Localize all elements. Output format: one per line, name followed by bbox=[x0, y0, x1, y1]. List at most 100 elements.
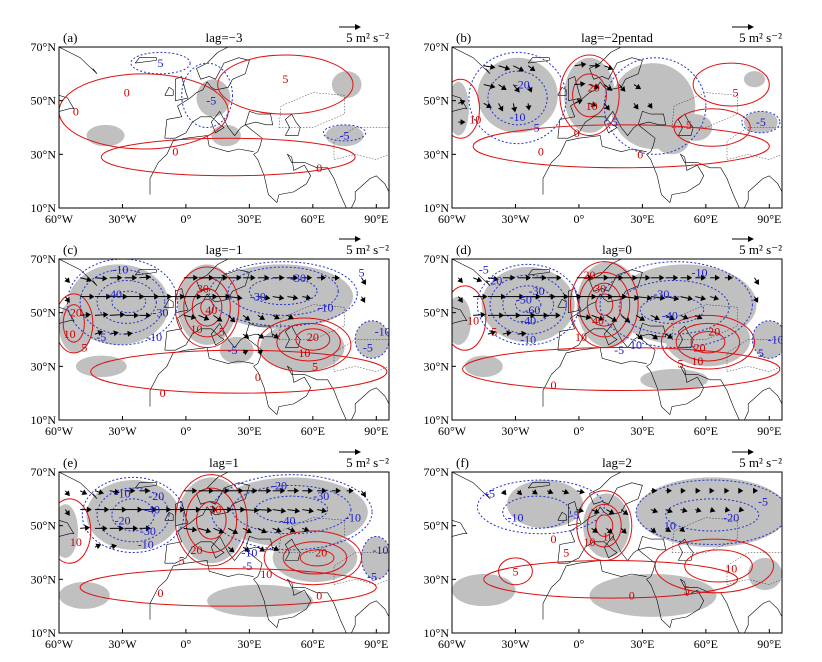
flux-vector bbox=[272, 527, 282, 533]
vector-shaft bbox=[648, 103, 650, 105]
x-tick-label: 60°E bbox=[694, 212, 718, 226]
vector-shaft bbox=[228, 296, 238, 299]
contour-label: 10 bbox=[298, 346, 310, 360]
vector-shaft bbox=[109, 546, 113, 548]
contour-label: -30 bbox=[653, 287, 669, 301]
negative-contour bbox=[322, 124, 367, 142]
flux-vector bbox=[331, 487, 341, 494]
flux-vector bbox=[650, 294, 666, 301]
x-tick-label: 30°W bbox=[501, 212, 530, 226]
flux-vector bbox=[228, 294, 243, 301]
reference-vector-label: 5 m² s⁻² bbox=[739, 455, 782, 470]
vector-head bbox=[261, 527, 267, 534]
vector-head bbox=[665, 526, 672, 532]
flux-vector bbox=[606, 527, 613, 534]
panel-frame bbox=[451, 258, 783, 421]
positive-contour bbox=[282, 541, 348, 575]
negative-contour bbox=[79, 269, 166, 335]
coastline bbox=[527, 482, 550, 489]
vector-head bbox=[500, 84, 507, 90]
vector-head bbox=[258, 333, 265, 339]
vector-head bbox=[225, 293, 231, 300]
vector-shaft bbox=[680, 509, 683, 511]
flux-vector bbox=[665, 487, 672, 494]
flux-vector bbox=[272, 314, 280, 320]
reference-vector-label: 5 m² s⁻² bbox=[346, 455, 389, 470]
panel-frame bbox=[451, 471, 783, 634]
contour-label: -10 bbox=[768, 333, 784, 347]
vector-head bbox=[308, 487, 314, 494]
x-tick-label: 30°E bbox=[237, 424, 261, 438]
negative-contour bbox=[603, 57, 707, 155]
positive-contour bbox=[586, 282, 622, 327]
x-tick-label: 60°W bbox=[438, 424, 467, 438]
vector-head bbox=[294, 487, 300, 494]
vector-shaft bbox=[94, 490, 100, 493]
flux-vector bbox=[109, 330, 119, 337]
positive-contour bbox=[191, 288, 223, 327]
contour-label: 5 bbox=[359, 265, 365, 279]
vector-shaft bbox=[618, 84, 623, 89]
flux-vector bbox=[738, 506, 745, 513]
flux-vector bbox=[526, 84, 533, 93]
vector-head bbox=[593, 83, 600, 90]
vector-shaft bbox=[604, 65, 609, 68]
vector-head bbox=[238, 487, 244, 494]
flux-vector bbox=[665, 333, 673, 339]
coastline bbox=[164, 47, 250, 139]
flux-vector bbox=[527, 65, 536, 72]
contour-label: 0 bbox=[629, 588, 635, 602]
flux-vector bbox=[213, 274, 228, 281]
vector-shaft bbox=[94, 545, 97, 548]
positive-contour bbox=[559, 54, 620, 137]
x-tick-label: 60°E bbox=[301, 637, 325, 651]
vector-shaft bbox=[633, 103, 636, 106]
vector-head bbox=[476, 276, 483, 283]
flux-vector bbox=[753, 487, 759, 494]
vector-shaft bbox=[546, 490, 550, 492]
flux-vector bbox=[546, 488, 554, 495]
flux-vector bbox=[650, 314, 660, 321]
flux-vector bbox=[109, 488, 120, 495]
coastline bbox=[149, 135, 254, 195]
y-tick-label: 30°N bbox=[31, 359, 57, 373]
y-tick-label: 70°N bbox=[31, 252, 57, 266]
negative-contour bbox=[476, 479, 605, 535]
vector-shaft bbox=[472, 277, 478, 280]
flux-vector bbox=[724, 487, 730, 494]
flux-vector bbox=[124, 312, 139, 319]
shaded-region bbox=[86, 480, 180, 550]
flux-vector bbox=[64, 490, 70, 497]
flux-vector bbox=[709, 294, 720, 301]
vector-head bbox=[280, 487, 286, 494]
vector-head bbox=[360, 491, 366, 498]
contour-label: 40 bbox=[592, 314, 604, 328]
vector-shaft bbox=[64, 490, 68, 493]
contour-label: 10 bbox=[630, 338, 642, 352]
vector-head bbox=[222, 274, 228, 281]
flux-vector bbox=[620, 314, 631, 323]
coastline bbox=[527, 269, 550, 276]
vector-head bbox=[121, 506, 127, 513]
shaded-region bbox=[655, 127, 689, 155]
vector-head bbox=[753, 487, 759, 494]
positive-contour bbox=[174, 474, 248, 567]
vector-head bbox=[580, 81, 586, 88]
vector-shaft bbox=[316, 509, 323, 511]
vector-shaft bbox=[635, 333, 640, 337]
flux-vector bbox=[589, 62, 601, 69]
negative-contour bbox=[599, 261, 753, 349]
reference-arrow-head bbox=[748, 449, 754, 455]
vector-shaft bbox=[94, 332, 99, 335]
contour-label: -5 bbox=[242, 559, 252, 573]
y-tick-label: 10°N bbox=[31, 201, 57, 215]
flux-vector bbox=[302, 526, 310, 533]
vector-head bbox=[595, 62, 601, 69]
negative-contour bbox=[741, 110, 781, 134]
flux-vector bbox=[513, 65, 525, 72]
vector-head bbox=[273, 333, 279, 339]
flux-vector bbox=[473, 293, 488, 300]
flux-vector bbox=[302, 507, 314, 514]
x-tick-label: 90°E bbox=[757, 212, 781, 226]
